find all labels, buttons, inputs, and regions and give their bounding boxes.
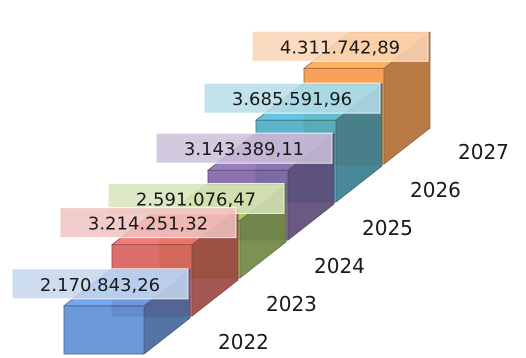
data-label-box-2025 (155, 132, 333, 164)
category-label-2025: 2025 (362, 216, 413, 240)
category-label-2023: 2023 (266, 292, 317, 316)
category-label-2024: 2024 (314, 254, 365, 278)
data-label-2026: 3.685.591,96 (203, 82, 381, 114)
year-labels-layer: 2022 2023 2024 2025 2026 2027 (218, 140, 509, 354)
data-label-2023: 3.214.251,32 (59, 207, 237, 239)
data-label-box-2022 (11, 268, 189, 300)
data-label-text-2022: 2.170.843,26 (40, 275, 160, 296)
data-label-box-2026 (203, 82, 381, 114)
data-label-text-2027: 4.311.742,89 (280, 37, 400, 58)
data-label-text-2026: 3.685.591,96 (232, 89, 352, 110)
data-label-text-2023: 3.214.251,32 (88, 214, 208, 235)
data-label-2022: 2.170.843,26 (11, 268, 189, 300)
data-label-2025: 3.143.389,11 (155, 132, 333, 164)
bar-front-2022 (63, 305, 145, 355)
category-label-2026: 2026 (410, 178, 461, 202)
category-label-2022: 2022 (218, 330, 269, 354)
data-label-text-2025: 3.143.389,11 (184, 139, 304, 160)
data-label-box-2027 (251, 30, 429, 62)
data-label-text-2024: 2.591.076,47 (136, 189, 256, 210)
data-label-box-2023 (59, 207, 237, 239)
data-label-2027: 4.311.742,89 (251, 30, 429, 62)
category-label-2027: 2027 (458, 140, 509, 164)
value-labels-layer: 4.311.742,89 3.685.591,96 3.143.389,11 2.59… (11, 30, 429, 300)
